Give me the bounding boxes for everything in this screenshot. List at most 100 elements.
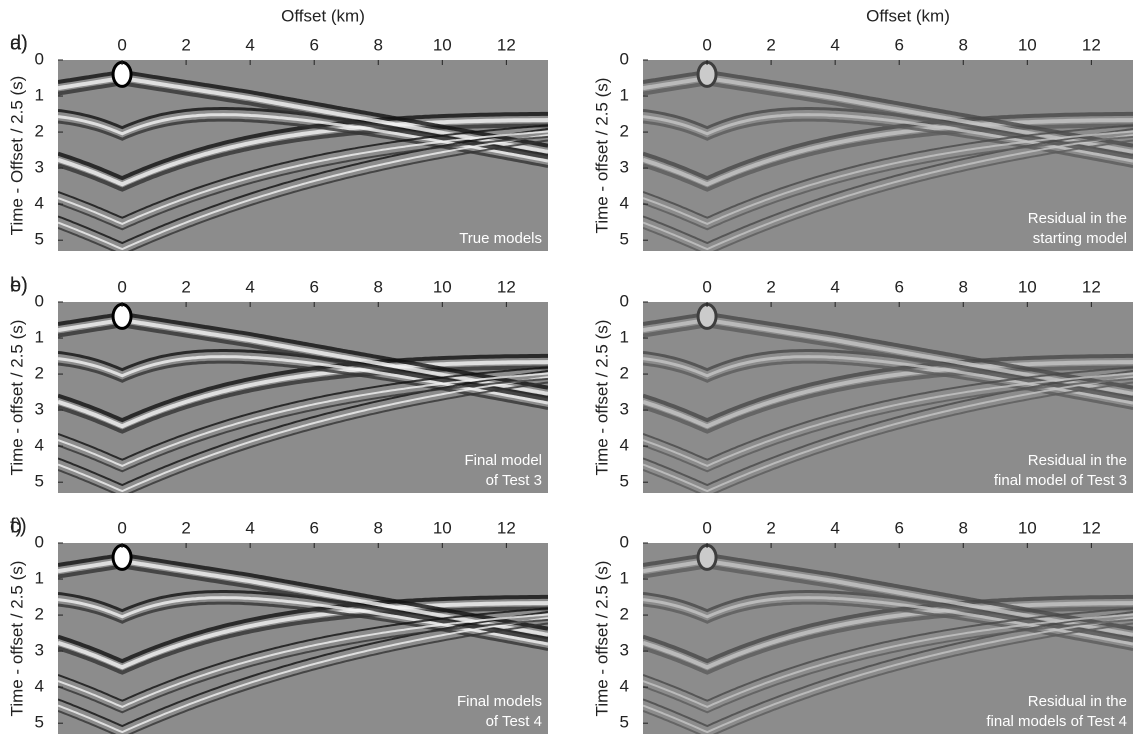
panel-background (643, 543, 1133, 734)
direct-wave (696, 302, 718, 330)
direct-wave (111, 302, 133, 330)
annotation: Final models (457, 693, 542, 710)
seismic-event (643, 365, 1133, 434)
x-axis-label: Offset (km) (281, 6, 365, 25)
x-tick-label: 10 (433, 277, 452, 296)
seismic-event (643, 118, 1133, 168)
y-tick-label: 0 (620, 49, 629, 68)
y-tick-label: 3 (35, 158, 44, 177)
x-tick-label: 12 (1082, 518, 1101, 537)
y-tick-label: 5 (620, 713, 629, 732)
y-tick-label: 4 (620, 677, 629, 696)
seismic-event (643, 613, 1133, 708)
x-tick-label: 0 (702, 35, 711, 54)
x-tick-label: 8 (374, 35, 383, 54)
annotation: Residual in the (1028, 452, 1127, 469)
seismic-event (643, 618, 1133, 714)
panel-background (58, 60, 548, 251)
y-tick-label: 4 (620, 194, 629, 213)
x-tick-label: 6 (894, 277, 903, 296)
seismic-event (643, 369, 1133, 487)
x-tick-label: 0 (117, 35, 126, 54)
seismic-event (58, 118, 548, 168)
seismic-event (58, 601, 548, 670)
seismic-event (58, 311, 548, 390)
x-tick-label: 12 (497, 277, 516, 296)
panel-background (58, 302, 548, 493)
seismic-event (58, 360, 548, 410)
y-tick-label: 5 (620, 472, 629, 491)
annotation: Final model (464, 452, 542, 469)
seismic-event (643, 76, 1133, 154)
y-tick-label: 0 (620, 532, 629, 551)
seismic-event (58, 130, 548, 225)
y-tick-label: 2 (620, 122, 629, 141)
y-tick-label: 4 (35, 677, 44, 696)
seismic-event (58, 377, 548, 473)
y-tick-label: 5 (620, 230, 629, 249)
seismic-event (58, 124, 548, 219)
x-tick-label: 10 (433, 518, 452, 537)
seismic-event (643, 552, 1133, 631)
seismic-event (643, 381, 1133, 493)
panel-label: d) (10, 32, 28, 54)
seismic-event (643, 311, 1133, 390)
seismic-event (58, 113, 548, 163)
x-tick-label: 6 (309, 518, 318, 537)
x-tick-label: 0 (702, 277, 711, 296)
x-tick-label: 8 (374, 277, 383, 296)
y-axis-label: Time - offset / 2.5 (s) (7, 320, 26, 476)
seismic-event (643, 134, 1133, 251)
x-tick-label: 4 (830, 277, 839, 296)
direct-wave (696, 60, 718, 88)
x-tick-label: 0 (117, 518, 126, 537)
x-tick-label: 0 (117, 277, 126, 296)
y-tick-label: 1 (35, 86, 44, 105)
y-tick-label: 1 (35, 569, 44, 588)
x-tick-label: 6 (309, 277, 318, 296)
seismic-event (643, 564, 1133, 643)
seismic-event (58, 134, 548, 251)
x-tick-label: 2 (181, 277, 190, 296)
x-tick-label: 10 (1018, 518, 1037, 537)
y-tick-label: 3 (620, 158, 629, 177)
y-tick-label: 4 (620, 436, 629, 455)
panel-background (643, 302, 1133, 493)
direct-wave (111, 60, 133, 88)
seismic-event (643, 617, 1133, 734)
seismic-image (643, 302, 1133, 493)
y-tick-label: 2 (35, 122, 44, 141)
y-tick-label: 3 (620, 400, 629, 419)
annotation: Residual in the (1028, 693, 1127, 710)
y-tick-label: 1 (620, 86, 629, 105)
seismic-event (58, 613, 548, 708)
y-axis-label: Time - offset / 2.5 (s) (592, 320, 611, 476)
y-tick-label: 1 (620, 569, 629, 588)
seismic-event (643, 377, 1133, 473)
x-tick-label: 12 (1082, 35, 1101, 54)
seismic-event (58, 127, 548, 245)
x-tick-label: 8 (959, 35, 968, 54)
seismic-event (643, 123, 1133, 192)
annotation: of Test 4 (486, 713, 542, 730)
y-tick-label: 0 (620, 291, 629, 310)
y-axis-label: Time - offset / 2.5 (s) (7, 561, 26, 717)
seismic-event (643, 601, 1133, 651)
seismic-image (643, 60, 1133, 251)
x-tick-label: 2 (181, 35, 190, 54)
panel-label: e) (10, 274, 28, 296)
x-tick-label: 2 (181, 518, 190, 537)
seismic-event (643, 118, 1133, 187)
x-tick-label: 4 (245, 277, 254, 296)
seismic-event (643, 113, 1133, 163)
y-tick-label: 5 (35, 713, 44, 732)
seismic-event (643, 139, 1133, 251)
y-tick-label: 2 (620, 605, 629, 624)
seismic-event (643, 318, 1133, 396)
x-tick-label: 4 (245, 518, 254, 537)
y-tick-label: 0 (35, 49, 44, 68)
